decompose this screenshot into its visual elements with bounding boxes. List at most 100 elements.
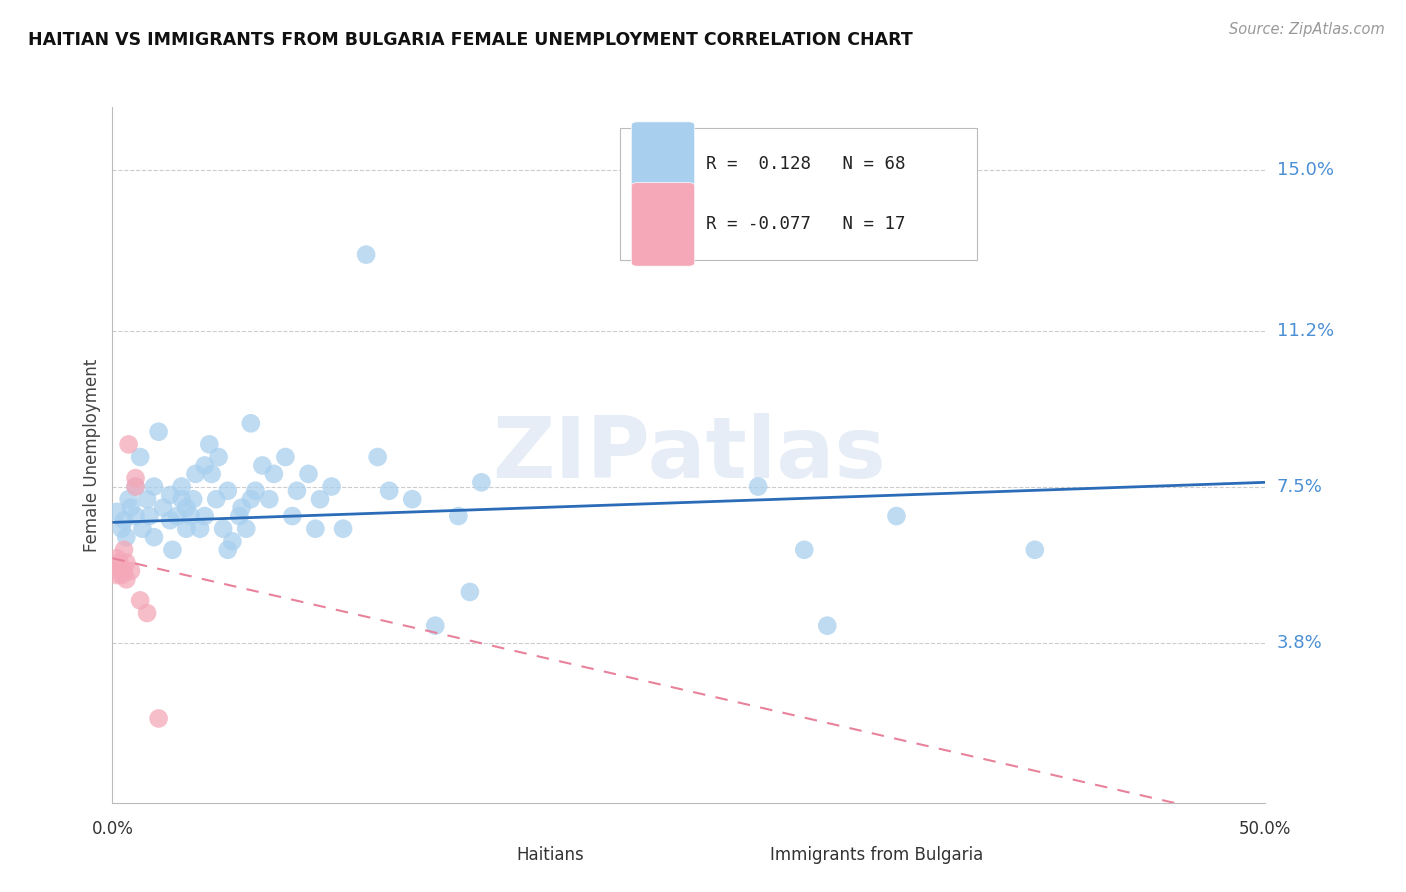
Point [378,483,401,498]
Point [108,559,131,574]
Point [105,551,128,566]
Text: Source: ZipAtlas.com: Source: ZipAtlas.com [1229,22,1385,37]
Text: R = -0.077   N = 17: R = -0.077 N = 17 [706,215,905,234]
Point [120,564,142,578]
Point [309,492,332,507]
Point [231,500,253,515]
Point [129,593,152,607]
Point [117,437,139,451]
Point [162,542,184,557]
Point [447,509,470,524]
FancyBboxPatch shape [631,122,695,205]
Point [143,530,166,544]
Text: R =  0.128   N = 68: R = 0.128 N = 68 [706,154,905,173]
FancyBboxPatch shape [620,128,977,260]
Point [245,483,267,498]
Point [367,450,389,464]
Point [124,509,146,524]
Point [115,530,138,544]
Point [815,618,838,632]
Point [174,500,197,515]
Point [112,513,135,527]
Point [124,479,146,493]
Point [205,492,228,507]
Point [111,522,134,536]
Point [212,522,235,536]
Point [207,450,229,464]
Point [111,568,134,582]
Point [166,509,188,524]
Text: 11.2%: 11.2% [1277,321,1334,340]
Point [112,542,135,557]
Text: Haitians: Haitians [516,846,583,864]
Point [458,585,481,599]
Point [747,479,769,493]
Point [105,568,128,582]
Point [194,509,217,524]
Point [239,417,262,431]
Point [235,522,257,536]
Point [470,475,492,490]
Point [129,450,152,464]
Point [148,425,170,439]
Point [332,522,354,536]
Point [198,437,221,451]
Text: ZIPatlas: ZIPatlas [492,413,886,497]
Text: HAITIAN VS IMMIGRANTS FROM BULGARIA FEMALE UNEMPLOYMENT CORRELATION CHART: HAITIAN VS IMMIGRANTS FROM BULGARIA FEMA… [28,31,912,49]
FancyBboxPatch shape [456,839,508,871]
Point [239,492,262,507]
Point [281,509,304,524]
Point [259,492,281,507]
Point [793,542,815,557]
Point [120,500,142,515]
Text: Immigrants from Bulgaria: Immigrants from Bulgaria [769,846,983,864]
FancyBboxPatch shape [631,183,695,266]
Point [115,572,138,586]
Point [152,500,174,515]
Point [105,505,128,519]
Point [136,492,159,507]
Point [170,479,193,493]
Point [184,467,207,481]
Point [217,483,239,498]
Point [124,471,146,485]
Point [159,488,181,502]
Point [221,534,243,549]
Point [180,509,202,524]
Point [274,450,297,464]
Point [285,483,308,498]
Point [117,492,139,507]
Point [354,247,377,261]
Text: 3.8%: 3.8% [1277,633,1323,651]
Point [148,711,170,725]
Point [174,522,197,536]
Point [886,509,908,524]
Point [159,513,181,527]
Point [1024,542,1046,557]
Point [115,556,138,570]
Point [108,556,131,570]
Point [138,509,160,524]
Point [297,467,319,481]
Point [321,479,343,493]
Point [188,522,211,536]
Point [112,564,135,578]
Point [201,467,224,481]
Point [194,458,217,473]
Point [111,564,134,578]
Point [425,618,447,632]
Y-axis label: Female Unemployment: Female Unemployment [83,359,101,551]
Point [143,479,166,493]
Point [252,458,274,473]
Point [401,492,423,507]
FancyBboxPatch shape [709,839,762,871]
Point [181,492,204,507]
Point [136,606,159,620]
Point [131,522,153,536]
Text: 0.0%: 0.0% [91,821,134,838]
Text: 7.5%: 7.5% [1277,477,1323,496]
Point [170,492,193,507]
Point [217,542,239,557]
Point [228,509,250,524]
Text: 15.0%: 15.0% [1277,161,1334,179]
